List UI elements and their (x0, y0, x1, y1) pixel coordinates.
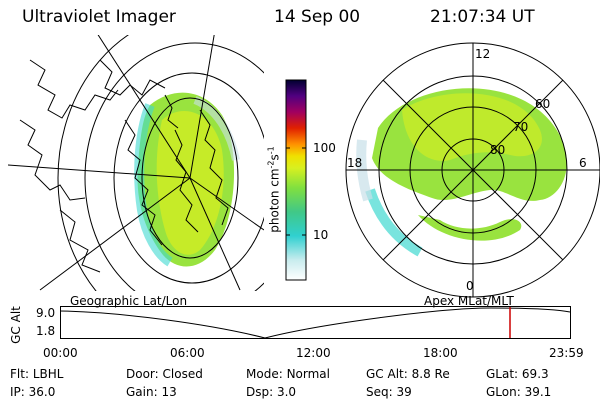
app-title: Ultraviolet Imager (22, 7, 176, 27)
info-ip: IP: 36.0 (10, 385, 56, 399)
left-panel-caption: Geographic Lat/Lon (70, 294, 188, 308)
info-gain: Gain: 13 (126, 385, 177, 399)
info-mode: Mode: Normal (246, 367, 330, 381)
mlat-label-60: 60 (535, 97, 551, 111)
mlt-label-0: 0 (466, 279, 474, 293)
altitude-ytick-9: 9.0 (36, 306, 56, 320)
mlat-label-70: 70 (513, 120, 529, 134)
date-label: 14 Sep 00 (274, 7, 361, 27)
info-glat: GLat: 69.3 (486, 367, 549, 381)
info-flt: Flt: LBHL (10, 367, 64, 381)
altitude-ytick-1-8: 1.8 (36, 324, 56, 338)
altitude-xtick-0000: 00:00 (43, 346, 78, 360)
mlat-label-80: 80 (490, 143, 506, 157)
altitude-ylabel: GC Alt (9, 306, 23, 344)
colorbar-label: photon cm-2s-1 (267, 120, 282, 260)
right-panel-caption: Apex MLat/MLT (424, 294, 514, 308)
time-label: 21:07:34 UT (430, 7, 535, 27)
info-glon: GLon: 39.1 (486, 385, 552, 399)
mlt-label-18: 18 (347, 156, 363, 170)
colorbar-exp2: -1 (266, 146, 276, 155)
altitude-xtick-1200: 12:00 (296, 346, 331, 360)
colorbar-unit: photon cm (267, 168, 282, 233)
altitude-curve (59, 307, 571, 339)
mlt-label-6: 6 (579, 156, 587, 170)
colorbar (285, 79, 307, 281)
info-dsp: Dsp: 3.0 (246, 385, 297, 399)
info-gc-alt: GC Alt: 8.8 Re (366, 367, 450, 381)
altitude-xtick-0600: 06:00 (170, 346, 205, 360)
altitude-plot (59, 306, 571, 339)
colorbar-tick-10: 10 (313, 228, 329, 242)
info-seq: Seq: 39 (366, 385, 412, 399)
info-door: Door: Closed (126, 367, 203, 381)
altitude-xtick-2359: 23:59 (549, 346, 584, 360)
mlt-label-12: 12 (475, 47, 491, 61)
altitude-xtick-1800: 18:00 (423, 346, 458, 360)
colorbar-exp1: -2 (266, 160, 276, 169)
colorbar-tick-100: 100 (313, 141, 336, 155)
colorbar-unit-s: s (267, 154, 282, 161)
